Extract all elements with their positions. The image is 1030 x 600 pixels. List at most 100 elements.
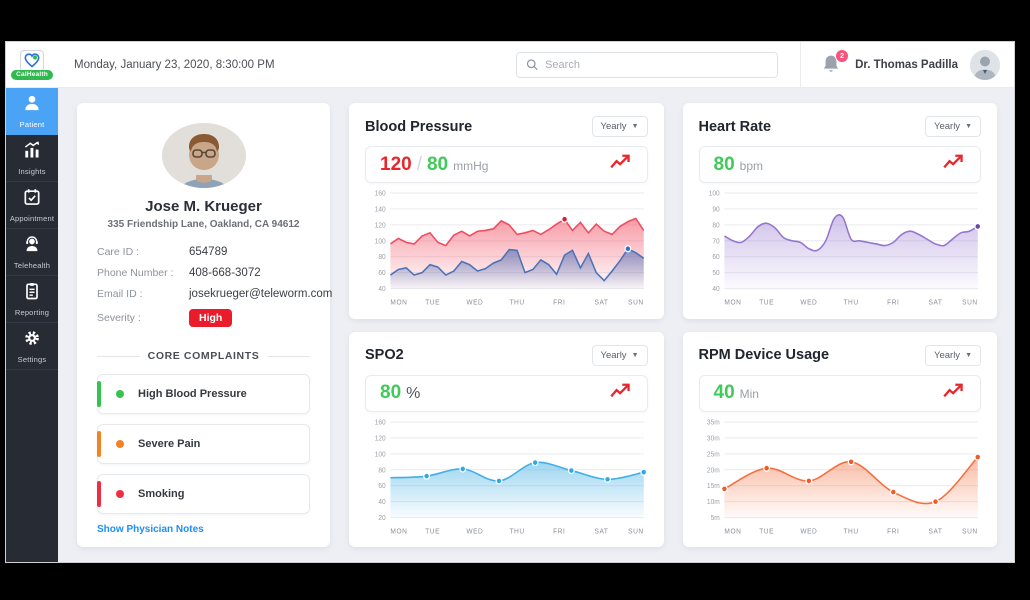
- show-physician-notes-link[interactable]: Show Physician Notes: [97, 524, 204, 535]
- svg-text:MON: MON: [724, 299, 741, 306]
- rpm-usage-reading: 40 Min: [698, 374, 981, 412]
- care-id-label: Care ID :: [97, 246, 140, 258]
- sidebar-item-telehealth[interactable]: Telehealth: [6, 229, 58, 276]
- svg-text:60: 60: [378, 270, 386, 277]
- profile-area: 2 Dr. Thomas Padilla: [801, 48, 1014, 80]
- svg-text:MON: MON: [390, 528, 407, 535]
- svg-text:TUE: TUE: [425, 528, 440, 535]
- svg-text:10m: 10m: [706, 499, 719, 506]
- svg-text:THU: THU: [843, 528, 858, 535]
- email-label: Email ID :: [97, 288, 143, 300]
- svg-text:WED: WED: [466, 299, 483, 306]
- patient-icon: [22, 93, 42, 118]
- spo2-reading: 80%: [365, 374, 648, 412]
- reading-num: 40: [713, 382, 735, 403]
- rpm-device-usage-card: RPM Device Usage Yearly ▼ 40 Min 35m 30m 25m…: [682, 331, 997, 547]
- complaint-status-dot: [116, 490, 124, 498]
- reading-unitlg: %: [406, 385, 421, 402]
- svg-text:SAT: SAT: [595, 299, 609, 306]
- chevron-down-icon: ▼: [965, 123, 972, 130]
- complaint-label: Severe Pain: [138, 438, 201, 450]
- reading-unit: mmHg: [453, 158, 489, 173]
- blood-pressure-reading: 120/80 mmHg: [365, 146, 648, 183]
- svg-text:50: 50: [712, 270, 720, 277]
- rpm-usage-chart: 35m 30m 25m 20m 15m 10m 5m MON TUE WED THU FRI SAT SU…: [706, 419, 981, 535]
- complaint-item[interactable]: High Blood Pressure: [96, 374, 310, 414]
- appointment-icon: [22, 187, 42, 212]
- trend-up-icon: [609, 383, 633, 404]
- patient-info-list: Care ID : 654789 Phone Number : 408-668-…: [97, 246, 332, 336]
- period-dropdown[interactable]: Yearly ▼: [591, 344, 648, 366]
- svg-text:40: 40: [378, 286, 386, 293]
- svg-text:SUN: SUN: [628, 299, 644, 306]
- chart-title-heart-rate: Heart Rate: [698, 118, 772, 135]
- reading-num: 120: [380, 153, 412, 175]
- phone-label: Phone Number :: [97, 267, 174, 279]
- svg-text:15m: 15m: [706, 483, 719, 490]
- user-avatar[interactable]: [970, 49, 1000, 80]
- svg-text:TUE: TUE: [759, 299, 774, 306]
- svg-text:25m: 25m: [706, 451, 719, 458]
- user-name: Dr. Thomas Padilla: [855, 58, 958, 71]
- sidebar-item-settings[interactable]: Settings: [6, 323, 58, 370]
- svg-text:100: 100: [375, 451, 386, 458]
- svg-text:70: 70: [712, 238, 720, 245]
- search-box[interactable]: [516, 51, 779, 78]
- svg-text:100: 100: [708, 190, 719, 197]
- period-dropdown[interactable]: Yearly ▼: [925, 116, 981, 137]
- complaint-accent-bar: [96, 381, 101, 407]
- current-datetime: Monday, January 23, 2020, 8:30:00 PM: [74, 58, 275, 71]
- sidebar-item-reporting[interactable]: Reporting: [6, 276, 58, 323]
- svg-text:FRI: FRI: [553, 299, 565, 306]
- svg-text:SUN: SUN: [962, 299, 978, 306]
- svg-text:THU: THU: [509, 528, 524, 535]
- severity-row: Severity : High: [97, 309, 310, 327]
- sidebar-item-label: Telehealth: [13, 261, 51, 270]
- reading-num: 80: [426, 153, 449, 175]
- period-dropdown[interactable]: Yearly ▼: [925, 344, 981, 366]
- patient-summary-card: Jose M. Krueger 335 Friendship Lane, Oak…: [77, 103, 332, 547]
- svg-text:160: 160: [375, 190, 386, 197]
- notifications-button[interactable]: 2: [821, 48, 850, 77]
- trend-up-icon: [609, 154, 633, 175]
- complaint-accent-bar: [96, 431, 101, 457]
- svg-text:SAT: SAT: [928, 528, 942, 535]
- complaint-status-dot: [116, 440, 124, 448]
- patient-photo: [161, 123, 246, 188]
- sidebar-item-appointment[interactable]: Appointment: [6, 182, 58, 229]
- period-dropdown[interactable]: Yearly ▼: [591, 116, 648, 137]
- svg-text:120: 120: [375, 222, 386, 229]
- complaint-item[interactable]: Severe Pain: [96, 424, 310, 464]
- svg-text:20m: 20m: [706, 467, 719, 474]
- complaint-item[interactable]: Smoking: [96, 474, 310, 514]
- severity-label: Severity :: [97, 312, 141, 324]
- trend-up-icon: [942, 383, 966, 404]
- top-bar: CalHealth Monday, January 23, 2020, 8:30…: [6, 42, 1014, 88]
- sidebar-item-patient[interactable]: Patient: [6, 88, 58, 135]
- sidebar-item-label: Insights: [18, 167, 46, 176]
- svg-text:160: 160: [375, 419, 386, 426]
- spo2-card: SPO2 Yearly ▼ 80% 160 120 100 80 60 40 20 MON TUE…: [349, 331, 664, 547]
- svg-text:40: 40: [712, 286, 720, 293]
- reading-unit: bpm: [739, 158, 763, 173]
- patient-name: Jose M. Krueger: [145, 198, 262, 215]
- sidebar-nav: Patient Insights Appointment Telehealth Repo…: [6, 88, 58, 562]
- svg-text:40: 40: [378, 499, 386, 506]
- spo2-chart: 160 120 100 80 60 40 20 MON TUE WED THU FRI SAT SUN: [375, 419, 648, 535]
- svg-text:90: 90: [712, 206, 720, 213]
- heart-rate-reading: 80 bpm: [698, 146, 981, 183]
- complaint-label: Smoking: [138, 488, 185, 500]
- svg-text:5m: 5m: [710, 514, 719, 521]
- search-input[interactable]: [545, 58, 769, 71]
- sidebar-item-label: Settings: [17, 355, 47, 364]
- chart-title-spo2: SPO2: [365, 347, 404, 363]
- sidebar-item-insights[interactable]: Insights: [6, 135, 58, 182]
- svg-text:THU: THU: [509, 299, 524, 306]
- chevron-down-icon: ▼: [631, 351, 639, 359]
- core-complaints-title: CORE COMPLAINTS: [147, 350, 260, 362]
- svg-text:60: 60: [712, 254, 720, 261]
- svg-text:100: 100: [375, 238, 386, 245]
- svg-text:MON: MON: [390, 299, 407, 306]
- svg-text:THU: THU: [843, 299, 858, 306]
- app-logo[interactable]: CalHealth: [6, 42, 58, 88]
